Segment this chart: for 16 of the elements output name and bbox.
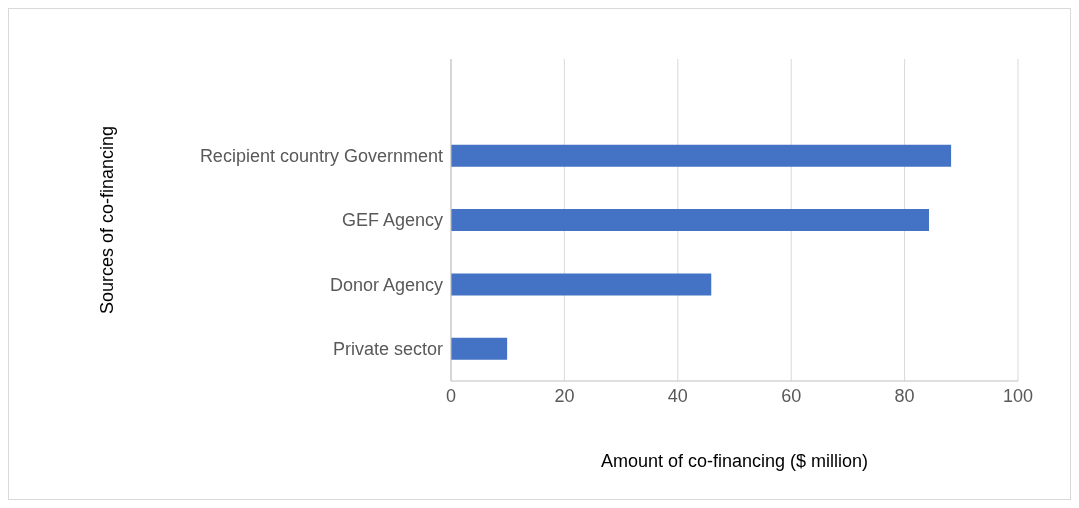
x-tick-label: 60: [781, 385, 802, 406]
x-axis-title: Amount of co-financing ($ million): [600, 451, 869, 471]
x-tick-label: 100: [1002, 385, 1034, 406]
x-tick-label: 0: [445, 385, 457, 406]
x-tick-label: 80: [894, 385, 915, 406]
x-tick-label: 40: [667, 385, 688, 406]
bar: [451, 144, 952, 167]
bar: [451, 273, 712, 296]
y-tick-label: Private sector: [332, 339, 443, 360]
bar: [451, 209, 929, 232]
y-tick-label: Recipient country Government: [199, 145, 443, 166]
x-tick-label: 20: [554, 385, 575, 406]
y-axis-title: Sources of co-financing: [97, 125, 118, 315]
bar: [451, 337, 508, 360]
y-tick-label: Donor Agency: [329, 274, 443, 295]
y-tick-label: GEF Agency: [341, 210, 443, 231]
